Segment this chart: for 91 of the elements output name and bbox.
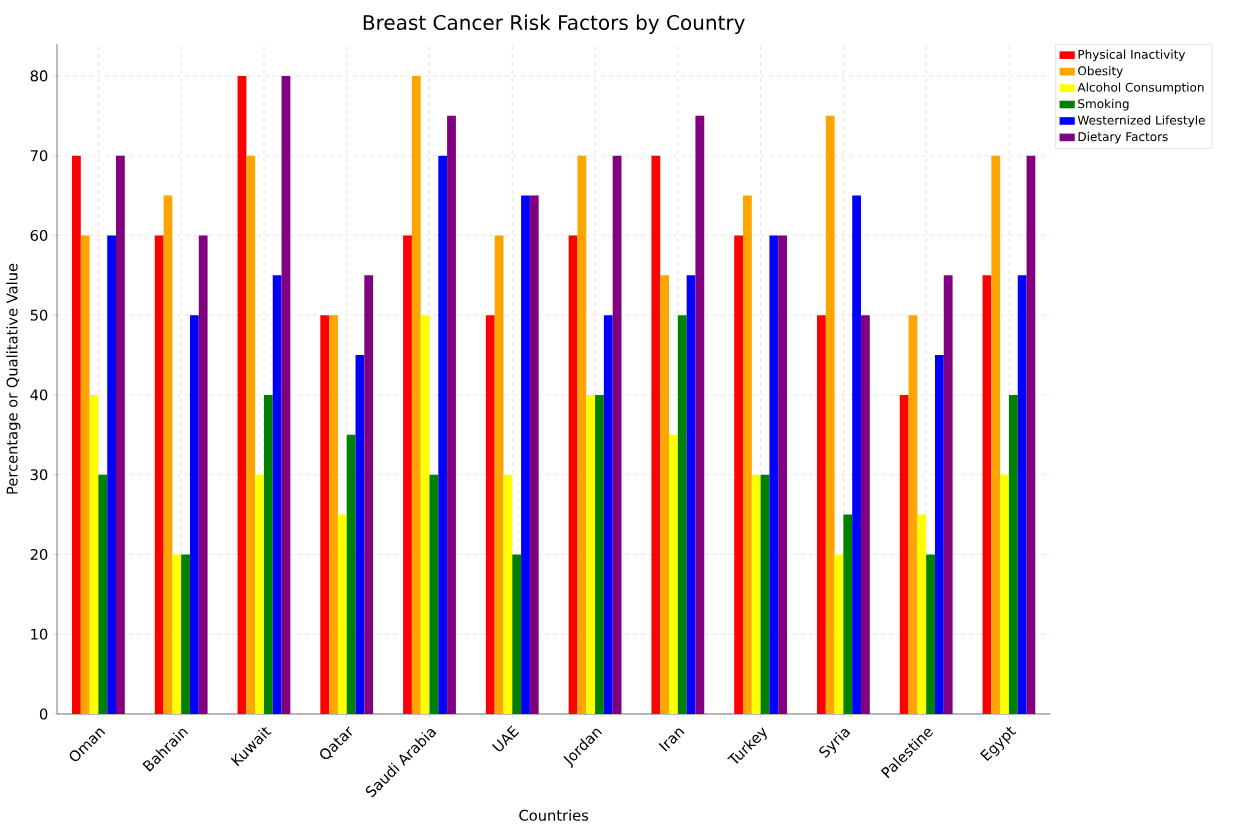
legend-label: Physical Inactivity (1078, 49, 1186, 62)
bar (917, 514, 927, 714)
bar (1017, 275, 1027, 714)
bar (843, 514, 853, 714)
bar (281, 75, 291, 714)
bar (89, 394, 99, 714)
bar (189, 315, 199, 714)
bar (660, 275, 670, 714)
bar (852, 195, 861, 714)
bar (512, 554, 522, 714)
y-axis-title: Percentage or Qualitative Value (6, 263, 21, 494)
bar (677, 315, 687, 714)
bar (420, 315, 430, 714)
bar (769, 235, 779, 714)
bar (107, 235, 116, 714)
bar (934, 355, 944, 714)
bar (751, 474, 761, 714)
bar (337, 514, 347, 714)
bar (651, 155, 661, 714)
legend-label: Westernized Lifestyle (1077, 115, 1205, 128)
bar (246, 155, 256, 714)
bar (695, 115, 705, 714)
y-tick-label: 20 (30, 548, 48, 561)
bar (778, 235, 788, 714)
bar (237, 75, 247, 714)
bar (529, 195, 539, 714)
bar (320, 315, 330, 714)
bar (603, 315, 613, 714)
legend-label: Dietary Factors (1078, 131, 1168, 144)
bar (734, 235, 744, 714)
bar (908, 315, 918, 714)
bar (438, 155, 448, 714)
bar (760, 474, 770, 714)
y-tick-label: 60 (30, 229, 48, 241)
bar (411, 75, 421, 714)
bar (899, 394, 909, 714)
bar (943, 275, 953, 714)
bar (447, 115, 456, 714)
bar (586, 394, 596, 714)
y-tick-label: 10 (31, 628, 48, 640)
bar (669, 434, 678, 714)
bar (255, 474, 264, 714)
bar (485, 315, 495, 714)
bar (926, 554, 935, 714)
bar (403, 235, 412, 714)
x-tick-label: Iran (658, 728, 685, 752)
bar (429, 474, 439, 714)
y-tick-label: 0 (39, 708, 48, 720)
legend-label: Alcohol Consumption (1077, 82, 1204, 95)
bar (80, 235, 90, 714)
bar (834, 554, 844, 714)
bar (817, 315, 826, 714)
bar (861, 315, 870, 714)
bar (71, 155, 81, 714)
bar (568, 235, 578, 714)
bar (686, 275, 696, 714)
bar (577, 155, 587, 714)
bar (172, 554, 182, 714)
chart-title: Breast Cancer Risk Factors by Country (363, 14, 745, 34)
bar (355, 355, 365, 714)
bar (263, 394, 273, 714)
bar (595, 394, 604, 714)
y-tick-label: 40 (30, 389, 48, 401)
bar (98, 474, 108, 714)
bar (346, 434, 356, 714)
bar (181, 554, 190, 714)
bar (329, 315, 338, 714)
bar (198, 235, 208, 714)
x-axis-title: Countries (519, 809, 589, 821)
y-tick-label: 50 (30, 309, 48, 321)
y-tick-label: 30 (30, 469, 48, 481)
y-tick-label: 70 (30, 150, 48, 162)
bar (612, 155, 622, 714)
bar (494, 235, 504, 714)
bar (115, 155, 125, 714)
bar (1000, 474, 1009, 714)
y-tick-label: 80 (30, 70, 48, 82)
legend-label: Smoking (1078, 98, 1129, 111)
bar (503, 474, 513, 714)
bar (272, 275, 282, 714)
bar (825, 115, 835, 714)
bar (1026, 155, 1036, 714)
bar (163, 195, 173, 714)
bar (982, 275, 992, 714)
legend-label: Obesity (1078, 66, 1123, 78)
bar (521, 195, 530, 714)
bar (1008, 394, 1018, 714)
bar (991, 155, 1001, 714)
bar (743, 195, 752, 714)
bar (154, 235, 164, 714)
bar (364, 275, 374, 714)
